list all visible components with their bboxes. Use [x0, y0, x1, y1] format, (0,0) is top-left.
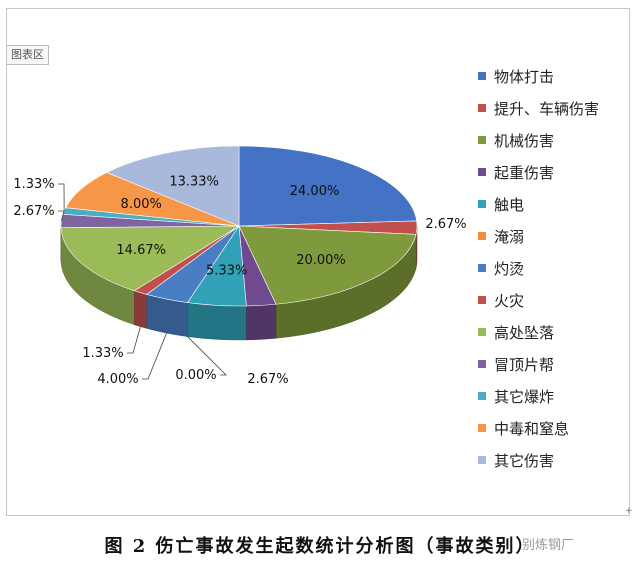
legend-swatch-5: [478, 232, 486, 240]
legend-item-5: 淹溺: [478, 220, 628, 252]
leader-line-9: [58, 210, 65, 222]
leader-line-6: [142, 332, 167, 380]
pie-side-3: [246, 303, 277, 341]
legend-item-1: 提升、车辆伤害: [478, 92, 628, 124]
legend-swatch-2: [478, 136, 486, 144]
data-label-11: 8.00%: [121, 197, 162, 212]
legend-label-8: 高处坠落: [494, 323, 555, 342]
legend-item-3: 起重伤害: [478, 156, 628, 188]
legend-item-0: 物体打击: [478, 60, 628, 92]
legend-label-5: 淹溺: [494, 227, 525, 246]
chart-area-tag: 图表区: [7, 45, 49, 65]
legend-item-11: 中毒和窒息: [478, 412, 628, 444]
legend-label-10: 其它爆炸: [494, 387, 555, 406]
data-label-9: 2.67%: [13, 204, 54, 219]
legend-swatch-4: [478, 200, 486, 208]
legend-label-2: 机械伤害: [494, 131, 555, 150]
legend-label-1: 提升、车辆伤害: [494, 99, 600, 118]
legend-item-9: 冒顶片帮: [478, 348, 628, 380]
legend-swatch-1: [478, 104, 486, 112]
legend-item-7: 火灾: [478, 284, 628, 316]
legend-label-6: 灼烫: [494, 259, 525, 278]
data-label-5: 0.00%: [175, 368, 216, 383]
legend-item-6: 灼烫: [478, 252, 628, 284]
data-label-0: 24.00%: [290, 184, 340, 199]
legend-item-4: 触电: [478, 188, 628, 220]
data-label-8: 14.67%: [116, 243, 166, 258]
legend-swatch-11: [478, 424, 486, 432]
pie-slice-2: [238, 225, 417, 305]
watermark-text: 别炼钢厂: [522, 538, 575, 553]
pie-slice-12: [106, 145, 240, 227]
data-label-2: 20.00%: [296, 253, 346, 268]
legend-label-11: 中毒和窒息: [494, 419, 570, 438]
legend-swatch-0: [478, 72, 486, 80]
legend-swatch-7: [478, 296, 486, 304]
legend-item-2: 机械伤害: [478, 124, 628, 156]
legend-item-8: 高处坠落: [478, 316, 628, 348]
legend-label-12: 其它伤害: [494, 451, 555, 470]
legend-swatch-9: [478, 360, 486, 368]
data-label-6: 4.00%: [97, 372, 138, 387]
legend-swatch-10: [478, 392, 486, 400]
legend-swatch-3: [478, 168, 486, 176]
data-label-10: 1.33%: [13, 177, 54, 192]
legend-swatch-6: [478, 264, 486, 272]
data-label-4: 5.33%: [206, 264, 247, 279]
legend-label-4: 触电: [494, 195, 525, 214]
legend-swatch-8: [478, 328, 486, 336]
legend-label-0: 物体打击: [494, 67, 555, 86]
chart-legend: 物体打击提升、车辆伤害 机械伤害起重伤害触电淹溺灼烫火灾高处坠落冒顶片帮其它爆炸中…: [478, 60, 628, 476]
figure-caption: 图 2 伤亡事故发生起数统计分析图（事故类别）: [104, 536, 536, 557]
pie-slice-11: [65, 172, 240, 227]
legend-label-7: 火灾: [494, 291, 525, 310]
pie-side-4: [187, 302, 247, 341]
leader-line-10: [58, 183, 65, 211]
legend-item-10: 其它爆炸: [478, 380, 628, 412]
legend-item-12: 其它伤害: [478, 444, 628, 476]
legend-label-3: 起重伤害: [494, 163, 555, 182]
data-label-1: 2.67%: [425, 217, 466, 232]
data-label-7: 1.33%: [82, 346, 123, 361]
pie-slice-8: [60, 225, 241, 292]
plus-mark-icon: +: [625, 506, 633, 516]
data-label-3: 2.67%: [247, 372, 288, 387]
pie-slice-0: [238, 145, 417, 227]
leader-line-7: [127, 326, 141, 354]
legend-label-9: 冒顶片帮: [494, 355, 555, 374]
legend-swatch-12: [478, 456, 486, 464]
data-label-12: 13.33%: [169, 175, 219, 190]
pie-side-7: [134, 290, 148, 329]
leader-line-5: [187, 336, 227, 376]
